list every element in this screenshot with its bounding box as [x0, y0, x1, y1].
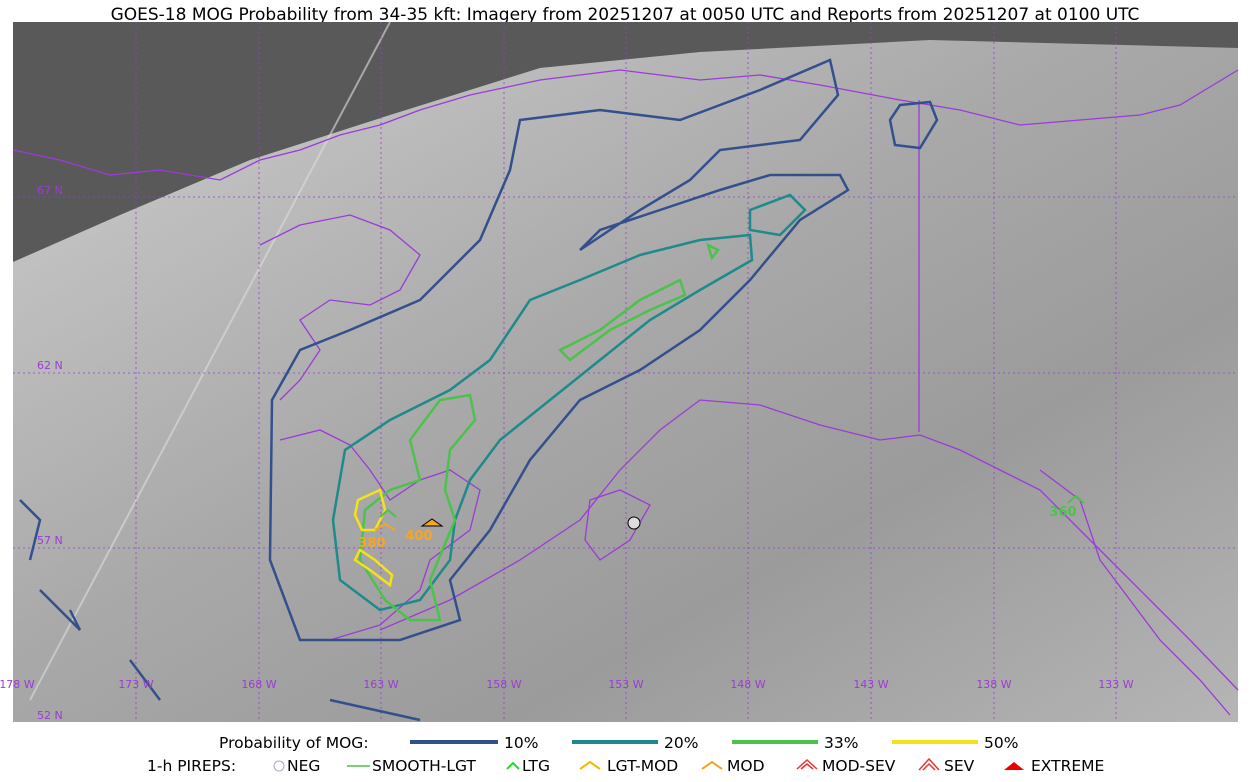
legend-icon — [273, 760, 285, 772]
legend-icon — [506, 761, 520, 770]
legend-label: 50% — [984, 734, 1018, 752]
legend-label: LTG — [522, 757, 550, 775]
report-label: 400 — [405, 529, 432, 544]
pirep-ltg — [1067, 494, 1085, 504]
lon-label: 178 W — [0, 678, 35, 691]
legend-label: LGT-MOD — [607, 757, 678, 775]
legend-label: 20% — [664, 734, 698, 752]
contour-33 — [557, 242, 720, 362]
island — [584, 489, 651, 561]
no-data-region — [13, 22, 1238, 262]
coastline — [259, 214, 421, 401]
legend-icon — [918, 757, 940, 771]
map: 67 N 62 N 57 N 52 N 178 W 173 W 168 W 16… — [0, 21, 1239, 722]
legend-label: 33% — [824, 734, 858, 752]
pirep-lgt-mod — [420, 518, 444, 527]
contour-20 — [748, 193, 807, 237]
legend-label: 10% — [504, 734, 538, 752]
legend-label: MOD-SEV — [822, 757, 896, 775]
pireps — [374, 494, 1085, 531]
axis-labels: 67 N 62 N 57 N 52 N 178 W 173 W 168 W 16… — [0, 184, 1134, 722]
legend-label: EXTREME — [1031, 757, 1104, 775]
report-label: 360 — [1049, 505, 1076, 520]
contour-33 — [358, 393, 477, 622]
lon-label: 158 W — [486, 678, 521, 691]
lat-label: 52 N — [37, 709, 63, 722]
legend-icon — [579, 760, 601, 770]
coastline — [379, 399, 1239, 691]
contour-10 — [268, 58, 850, 642]
lon-label: 153 W — [608, 678, 643, 691]
lon-label: 173 W — [118, 678, 153, 691]
coastlines — [12, 69, 1239, 716]
lon-label: 163 W — [363, 678, 398, 691]
legend-icon — [1004, 762, 1024, 770]
legend-label: SEV — [944, 757, 975, 775]
pirep-mod — [374, 522, 396, 531]
lat-label: 67 N — [37, 184, 63, 197]
lon-label: 148 W — [730, 678, 765, 691]
legend-label: SMOOTH-LGT — [372, 757, 476, 775]
scan-line — [29, 21, 391, 701]
lat-label: 57 N — [37, 534, 63, 547]
legend-title: Probability of MOG: — [219, 734, 369, 752]
lon-label: 168 W — [241, 678, 276, 691]
pirep-neg — [627, 516, 641, 530]
contour-10 — [19, 499, 421, 722]
legend-label: NEG — [287, 757, 320, 775]
lon-label: 143 W — [853, 678, 888, 691]
lon-label: 138 W — [976, 678, 1011, 691]
contour-10 — [888, 100, 939, 150]
lat-label: 62 N — [37, 359, 63, 372]
legend-title: 1-h PIREPS: — [147, 757, 236, 775]
contour-20 — [331, 233, 754, 612]
pirep-ltg — [379, 508, 397, 518]
title: GOES-18 MOG Probability from 34-35 kft: … — [111, 5, 1140, 25]
coastline — [279, 429, 481, 641]
lon-label: 133 W — [1098, 678, 1133, 691]
legend-icon — [796, 758, 818, 770]
legend-icon — [701, 760, 723, 770]
report-label: 380 — [358, 536, 385, 551]
legend-label: MOD — [727, 757, 765, 775]
legend: Probability of MOG: 10% 20% 33% 50% 1-h … — [147, 734, 1104, 775]
coastline — [12, 69, 1239, 181]
grid — [13, 22, 1238, 722]
